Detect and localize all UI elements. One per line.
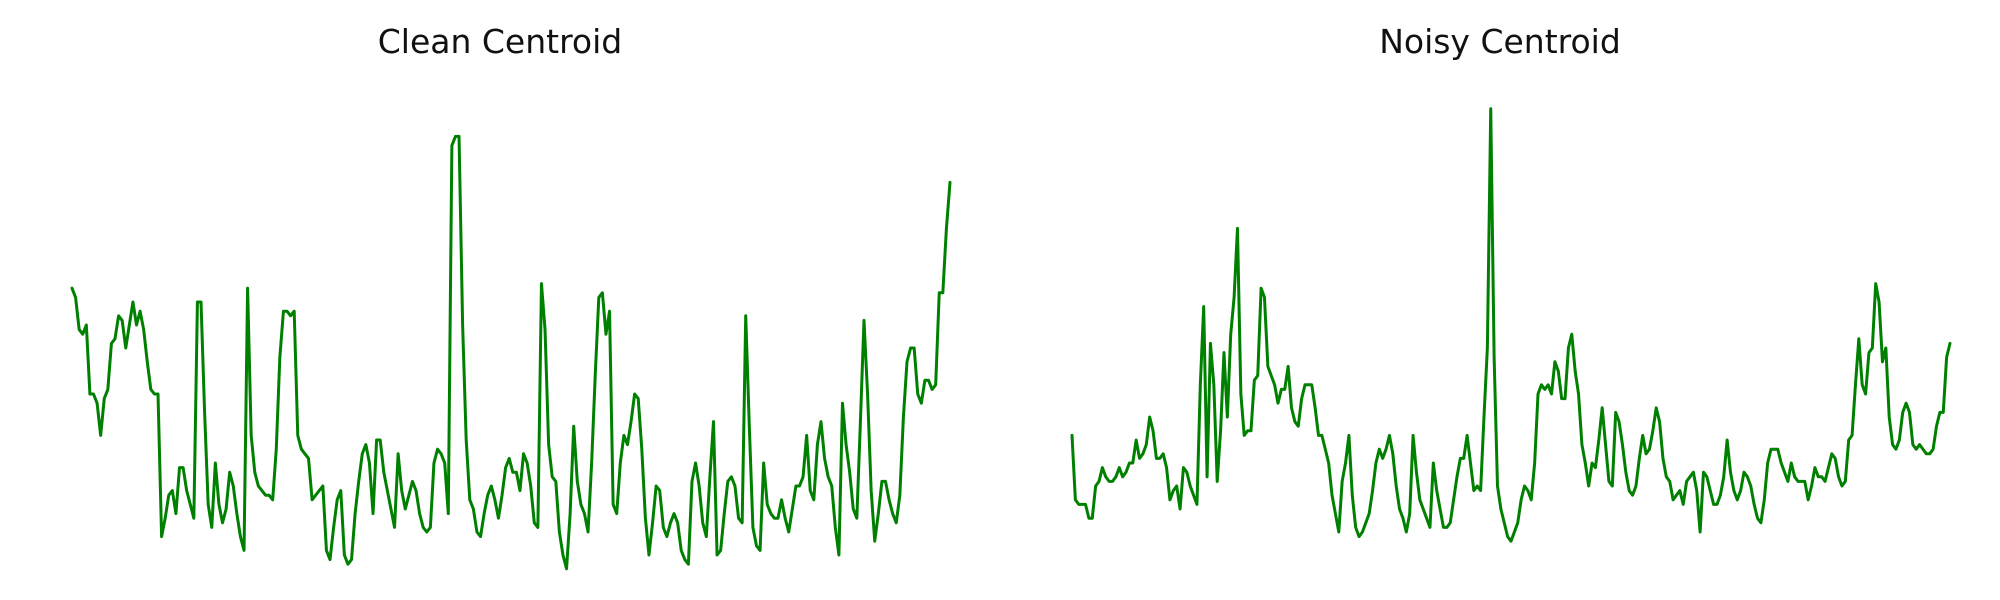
chart-panel-noisy: Noisy Centroid — [1000, 0, 2000, 600]
chart-title: Clean Centroid — [377, 22, 623, 61]
series-line-0 — [1070, 107, 1952, 543]
chart-panel-clean: Clean Centroid — [70, 22, 952, 571]
plot-area-noisy — [1070, 107, 1952, 543]
plot-area-clean — [70, 134, 952, 571]
chart-title: Noisy Centroid — [1379, 22, 1621, 61]
series-line-0 — [70, 134, 952, 571]
